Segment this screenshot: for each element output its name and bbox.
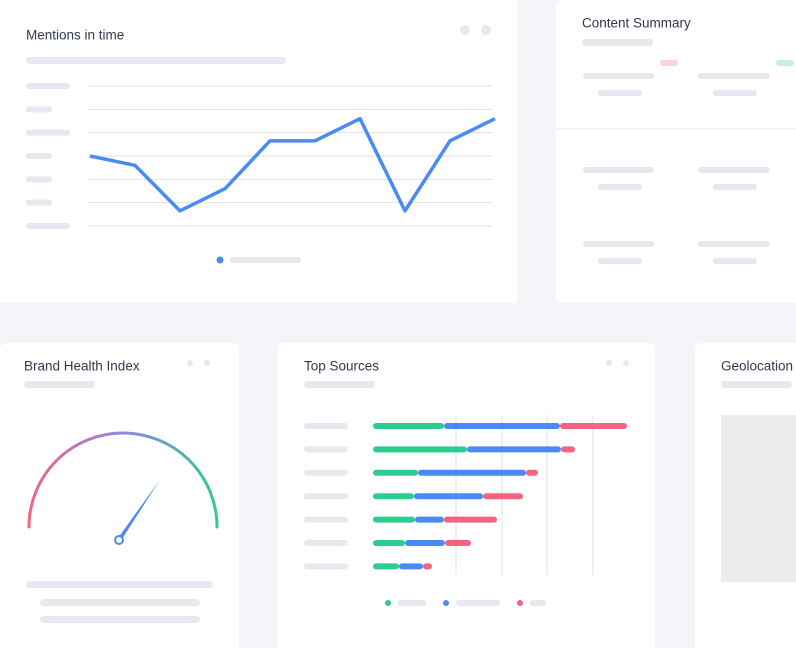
- placeholder: [698, 241, 770, 247]
- category-placeholder: [304, 516, 348, 523]
- gauge-arc: [27, 431, 219, 529]
- y-tick-placeholder: [26, 199, 52, 206]
- category-placeholder: [304, 423, 348, 429]
- bar-segment: [423, 563, 432, 570]
- bar-segment: [399, 563, 423, 570]
- placeholder: [698, 167, 770, 173]
- bar-segment: [373, 563, 399, 570]
- panel-title: Mentions in time: [26, 28, 124, 43]
- bar-segment: [418, 469, 526, 476]
- placeholder: [24, 381, 95, 388]
- category-placeholder: [304, 446, 348, 453]
- category-placeholder: [304, 540, 348, 546]
- legend-placeholder: [456, 600, 500, 606]
- bar-segment: [444, 423, 560, 429]
- category-placeholder: [304, 469, 348, 476]
- bar-segment: [373, 493, 414, 500]
- bar-segment: [414, 493, 483, 500]
- placeholder: [40, 616, 200, 623]
- placeholder: [598, 184, 642, 190]
- placeholder: [598, 258, 642, 264]
- placeholder: [230, 257, 301, 263]
- y-tick-placeholder: [26, 223, 70, 229]
- bar-segment: [373, 469, 418, 476]
- bar-segment: [373, 423, 444, 429]
- legend-placeholder: [530, 600, 546, 606]
- placeholder: [40, 599, 200, 606]
- panel-title: Top Sources: [304, 359, 379, 374]
- bar-segment: [483, 493, 523, 500]
- menu-dot[interactable]: [187, 360, 193, 366]
- legend-dot: [385, 600, 391, 606]
- menu-dot[interactable]: [623, 360, 629, 366]
- badge: [776, 60, 794, 66]
- badge: [660, 60, 678, 66]
- bar-segment: [444, 516, 497, 523]
- panel-title: Content Summary: [582, 16, 691, 31]
- placeholder: [713, 90, 757, 96]
- gauge-needle: [117, 480, 160, 542]
- placeholder: [598, 90, 642, 96]
- panel-title: Brand Health Index: [24, 359, 140, 374]
- bar-segment: [467, 446, 561, 453]
- placeholder: [583, 73, 654, 79]
- menu-dot[interactable]: [204, 360, 210, 366]
- bar-segment: [526, 469, 538, 476]
- bar-segment: [415, 516, 444, 523]
- y-tick-placeholder: [26, 176, 52, 183]
- line: [89, 116, 496, 213]
- placeholder: [26, 581, 213, 588]
- bar-segment: [561, 446, 575, 453]
- placeholder: [583, 241, 654, 247]
- placeholder: [304, 381, 375, 388]
- bar-segment: [373, 516, 415, 523]
- y-tick-placeholder: [26, 129, 70, 136]
- y-tick-placeholder: [26, 106, 52, 113]
- legend-dot: [443, 600, 449, 606]
- placeholder: [582, 39, 653, 46]
- placeholder: [713, 184, 757, 190]
- legend-dot: [216, 256, 224, 264]
- panel: [0, 343, 239, 648]
- bar-segment: [373, 540, 405, 546]
- y-tick-placeholder: [26, 83, 70, 89]
- category-placeholder: [304, 563, 348, 570]
- bar-segment: [560, 423, 627, 429]
- gauge-pivot: [114, 535, 124, 545]
- placeholder: [713, 258, 757, 264]
- menu-dot[interactable]: [460, 25, 470, 35]
- placeholder: [26, 57, 286, 64]
- bar-segment: [445, 540, 471, 546]
- bar-segment: [373, 446, 467, 453]
- placeholder: [721, 381, 792, 388]
- legend-dot: [517, 600, 523, 606]
- menu-dot[interactable]: [606, 360, 612, 366]
- bar-segment: [405, 540, 445, 546]
- placeholder: [698, 73, 770, 79]
- legend-placeholder: [398, 600, 426, 606]
- menu-dot[interactable]: [481, 25, 491, 35]
- panel-title: Geolocation: [721, 359, 793, 374]
- placeholder: [583, 167, 654, 173]
- y-tick-placeholder: [26, 153, 52, 159]
- category-placeholder: [304, 493, 348, 500]
- map-placeholder: [721, 415, 796, 582]
